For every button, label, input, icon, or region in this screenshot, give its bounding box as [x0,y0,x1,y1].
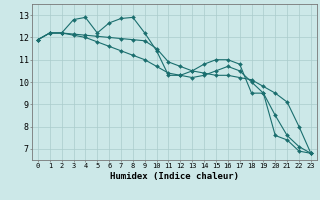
X-axis label: Humidex (Indice chaleur): Humidex (Indice chaleur) [110,172,239,181]
